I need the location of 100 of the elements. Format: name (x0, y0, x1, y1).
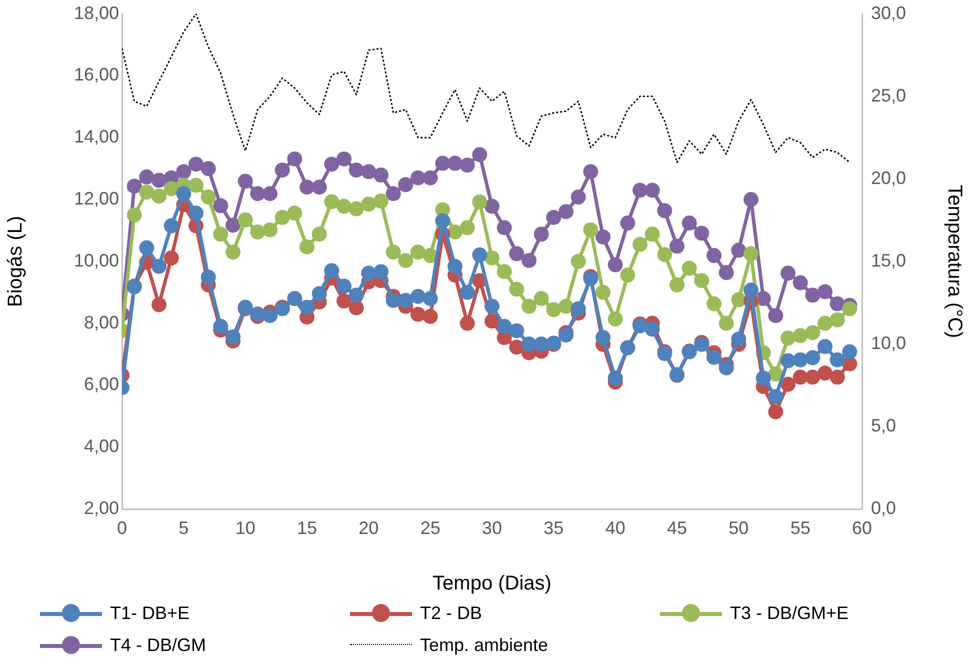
point (632, 236, 648, 252)
point (842, 301, 858, 316)
point (509, 323, 524, 338)
y2-tick-label: 25,0 (871, 85, 906, 106)
point (830, 352, 845, 368)
point (312, 226, 327, 242)
point (484, 250, 500, 266)
point (152, 188, 166, 204)
point (608, 370, 623, 386)
point (583, 222, 598, 238)
point (374, 264, 388, 280)
point (706, 248, 722, 264)
point (336, 151, 352, 166)
point (213, 226, 228, 242)
x-tick-label: 55 (790, 518, 810, 538)
point (152, 297, 166, 312)
point (176, 186, 192, 202)
point (818, 316, 832, 331)
point (300, 300, 314, 315)
point (287, 151, 302, 166)
point (558, 298, 574, 314)
point (374, 168, 388, 183)
point (644, 226, 660, 242)
point (422, 291, 438, 306)
point (718, 316, 734, 331)
legend-label: T4 - DB/GM (110, 634, 206, 656)
point (484, 298, 500, 314)
point (706, 296, 722, 312)
point (200, 270, 216, 285)
point (496, 264, 512, 280)
point (213, 198, 228, 214)
point (361, 164, 376, 180)
point (238, 174, 253, 189)
point (546, 302, 562, 318)
point (522, 252, 536, 268)
point (718, 360, 734, 376)
legend-label: T2 - DB (420, 602, 482, 624)
point (188, 156, 204, 172)
legend-label: T3 - DB/GM+E (730, 602, 849, 624)
point (460, 220, 475, 236)
point (139, 169, 154, 184)
y-tick-label: 10,00 (74, 250, 119, 270)
point (200, 161, 216, 176)
point (805, 350, 820, 366)
point (818, 339, 832, 354)
x-tick-label: 25 (420, 518, 440, 538)
point (830, 370, 845, 385)
point (818, 366, 832, 381)
point (780, 376, 796, 392)
point (226, 329, 240, 344)
point (484, 198, 500, 214)
point (620, 268, 636, 283)
point (164, 218, 179, 234)
y2-tick-label: 5,0 (871, 415, 896, 436)
point (410, 306, 426, 322)
point (472, 147, 488, 162)
point (262, 308, 278, 324)
point (744, 282, 758, 298)
point (570, 301, 586, 316)
point (336, 198, 352, 214)
x-tick-label: 35 (544, 518, 564, 538)
y2-axis-title: Temperatura (°C) (943, 184, 966, 338)
point (386, 244, 401, 260)
point (744, 192, 758, 207)
point (818, 284, 832, 300)
point (596, 284, 610, 300)
point (792, 352, 808, 368)
point (386, 186, 401, 202)
x-tick-label: 20 (358, 518, 379, 538)
y-axis-title: Biogás (L) (4, 216, 27, 307)
point (620, 216, 636, 231)
point (410, 244, 426, 260)
point (608, 311, 623, 326)
point (435, 213, 450, 228)
point (312, 180, 327, 195)
point (472, 247, 488, 262)
point (644, 182, 660, 198)
point (213, 318, 228, 334)
point (768, 389, 784, 404)
y-tick-label: 6,00 (84, 374, 119, 394)
point (472, 194, 488, 210)
x-tick-label: 5 (178, 518, 189, 538)
point (780, 330, 796, 346)
point (718, 265, 734, 280)
x-axis-title: Tempo (Dias) (432, 572, 552, 595)
point (805, 325, 820, 340)
y-tick-label: 2,00 (84, 498, 119, 518)
point (410, 170, 426, 186)
point (522, 336, 536, 352)
point (226, 244, 240, 260)
x-tick-label: 45 (666, 518, 688, 538)
point (744, 246, 758, 262)
point (608, 257, 623, 272)
y-tick-label: 12,00 (74, 188, 119, 208)
point (250, 224, 266, 240)
point (188, 178, 204, 193)
y-tick-label: 14,00 (74, 126, 119, 147)
line-series (122, 14, 850, 164)
point (792, 370, 808, 385)
y2-tick-label: 15,0 (871, 250, 906, 270)
